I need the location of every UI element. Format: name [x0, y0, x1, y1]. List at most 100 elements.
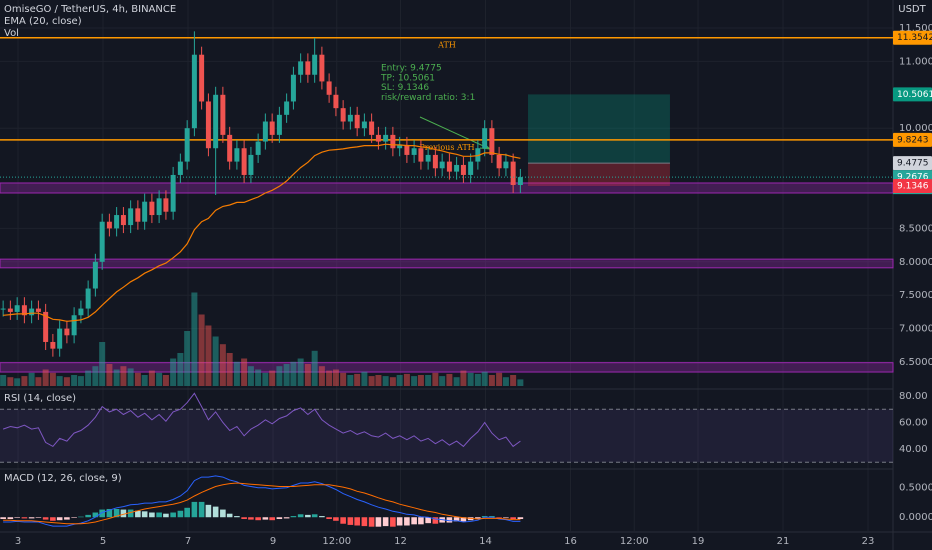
candle-body — [269, 121, 275, 135]
candle-body — [220, 94, 226, 135]
level-tag: 9.8243 — [897, 135, 929, 145]
candle-body — [120, 215, 126, 226]
zone — [0, 182, 894, 194]
macd-histogram-bar — [7, 517, 14, 520]
candle-body — [390, 134, 396, 149]
candle-body — [510, 161, 516, 185]
candle-body — [369, 121, 375, 135]
macd-histogram-bar — [71, 517, 77, 518]
candle-body — [460, 164, 466, 175]
macd-histogram-bar — [496, 517, 502, 518]
candle-body — [347, 114, 353, 122]
x-tick-label: 14 — [479, 536, 492, 547]
volume-bar — [411, 376, 418, 386]
volume-bar — [432, 372, 439, 386]
volume-bar — [156, 372, 163, 386]
macd-histogram-bar — [460, 517, 467, 522]
macd-histogram-bar — [297, 514, 304, 518]
macd-histogram-bar — [290, 516, 297, 518]
volume-bar — [332, 369, 339, 386]
volume-bar — [21, 376, 28, 386]
volume-bar — [7, 377, 14, 386]
last-price-tag: 9.2676 — [897, 173, 929, 183]
sl-tag-bg — [893, 179, 932, 194]
rsi-line — [2, 392, 521, 448]
candle-body — [57, 328, 63, 349]
macd-histogram-bar — [234, 516, 240, 518]
candle-body — [475, 148, 481, 162]
candle-body — [99, 221, 105, 262]
candle-body — [517, 177, 523, 185]
volume-bar — [269, 370, 276, 386]
x-tick-label: 5 — [100, 536, 106, 547]
volume-bar — [205, 325, 212, 386]
sl-tag: 9.1346 — [897, 182, 929, 192]
macd-histogram-bar — [64, 517, 70, 520]
volume-bar — [467, 372, 474, 386]
indicator-label: EMA (20, close) — [4, 16, 82, 27]
y-tick-label: 11.5000 — [899, 23, 932, 34]
candle-body — [213, 94, 219, 149]
candle-body — [0, 308, 6, 310]
volume-bar — [347, 375, 354, 386]
volume-bar — [290, 361, 297, 386]
candle-body — [163, 198, 169, 212]
candle-body — [227, 134, 233, 162]
x-tick-label: 7 — [185, 536, 191, 547]
volume-bar — [453, 377, 460, 386]
volume-bar — [247, 366, 254, 386]
candle-body — [503, 161, 509, 169]
y-tick-label: 7.0000 — [899, 324, 932, 335]
candle-body — [135, 208, 141, 222]
candle-body — [92, 261, 98, 289]
candle-body — [205, 101, 211, 149]
macd-histogram-bar — [453, 517, 460, 522]
candle-body — [482, 128, 488, 149]
candle-body — [284, 101, 290, 115]
x-tick-label: 23 — [862, 536, 875, 547]
macd-histogram-bar — [120, 509, 127, 518]
candle-body — [248, 154, 254, 175]
macd-histogram-bar — [375, 517, 382, 527]
macd-title: MACD (12, 26, close, 9) — [4, 473, 122, 484]
y-tick-label: 8.0000 — [899, 257, 932, 268]
candle-body — [35, 308, 41, 312]
volume-bar — [241, 358, 248, 386]
volume-bar — [127, 368, 134, 386]
candle-body — [106, 221, 112, 229]
volume-bar — [120, 366, 127, 386]
macd-histogram-bar — [481, 516, 488, 518]
macd-histogram-bar — [156, 512, 162, 518]
position-note: risk/reward ratio: 3:1 — [381, 93, 475, 103]
x-tick-label: 9 — [270, 536, 276, 547]
candle-body — [425, 154, 431, 162]
volume-bar — [496, 372, 503, 386]
volume-bar — [49, 372, 56, 386]
volume-bar — [35, 377, 42, 386]
macd-histogram-bar — [205, 504, 212, 518]
candle-body — [454, 164, 460, 172]
macd-histogram-bar — [475, 517, 481, 519]
volume-bar — [233, 361, 240, 386]
macd-histogram-bar — [432, 517, 439, 524]
volume-bar — [99, 342, 106, 386]
macd-histogram-bar — [283, 517, 290, 519]
level-label: Previous ATH — [419, 143, 474, 152]
candle-body — [71, 315, 77, 336]
volume-bar — [56, 376, 63, 386]
volume-bar — [162, 375, 169, 386]
macd-histogram-bar — [220, 509, 226, 518]
candle-body — [50, 341, 56, 349]
macd-tick-label: 0.0000 — [899, 512, 932, 523]
volume-bar — [92, 366, 99, 386]
volume-bar — [311, 350, 318, 386]
candle-body — [418, 148, 424, 162]
candle-body — [255, 141, 261, 155]
ema-line — [3, 143, 521, 322]
macd-histogram-bar — [319, 516, 325, 518]
volume-bar — [184, 331, 191, 386]
volume-bar — [71, 375, 78, 386]
candle-body — [177, 161, 183, 175]
macd-histogram-bar — [212, 506, 219, 518]
macd-histogram-bar — [510, 517, 516, 520]
